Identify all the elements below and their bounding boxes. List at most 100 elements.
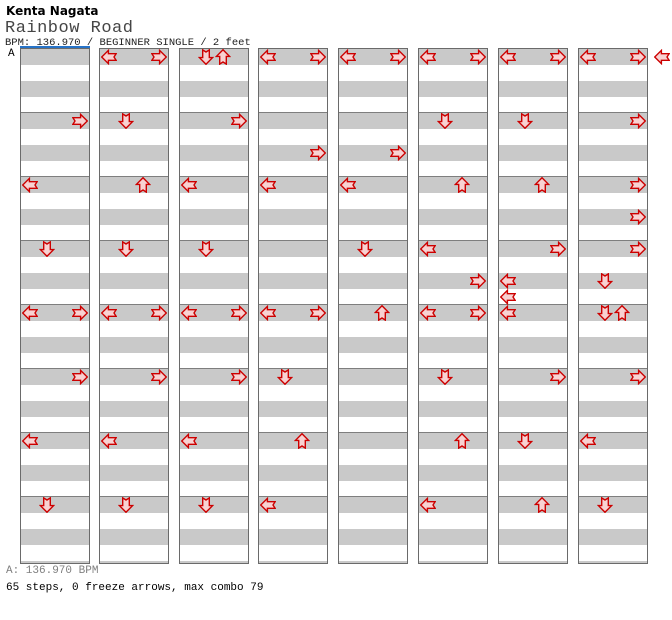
step-arrow-left-icon: [22, 305, 38, 321]
measure-divider: [339, 368, 407, 369]
step-arrow-right-icon: [231, 369, 247, 385]
step-arrow-right-icon: [470, 49, 486, 65]
measure-panel: [258, 48, 328, 564]
song-title: Rainbow Road: [5, 19, 134, 38]
measure-divider: [419, 432, 487, 433]
measure-divider: [579, 176, 647, 177]
measure-divider: [259, 304, 327, 305]
measure-divider: [499, 368, 567, 369]
measure-divider: [499, 176, 567, 177]
measure-divider: [180, 368, 248, 369]
measure-divider: [21, 368, 89, 369]
measure-divider: [419, 240, 487, 241]
measure-divider: [339, 112, 407, 113]
measure-divider: [180, 432, 248, 433]
step-arrow-right-icon: [72, 369, 88, 385]
step-arrow-right-icon: [630, 209, 646, 225]
measure-divider: [180, 496, 248, 497]
measure-divider: [259, 176, 327, 177]
measure-divider: [180, 240, 248, 241]
measure-divider: [21, 304, 89, 305]
measure-divider: [339, 432, 407, 433]
step-arrow-down-icon: [437, 113, 453, 129]
step-arrow-up-icon: [374, 305, 390, 321]
step-arrow-right-icon: [310, 305, 326, 321]
measure-divider: [259, 496, 327, 497]
measure-divider: [499, 496, 567, 497]
step-arrow-down-icon: [437, 369, 453, 385]
measure-divider: [419, 112, 487, 113]
measure-divider: [21, 176, 89, 177]
step-arrow-right-icon: [630, 369, 646, 385]
measure-divider: [339, 176, 407, 177]
step-arrow-right-icon: [151, 369, 167, 385]
measure-divider: [100, 368, 168, 369]
measure-panel: [179, 48, 249, 564]
measure-divider: [21, 432, 89, 433]
measure-divider: [419, 176, 487, 177]
step-arrow-right-icon: [630, 113, 646, 129]
step-arrow-left-icon: [580, 49, 596, 65]
step-arrow-down-icon: [597, 305, 613, 321]
measure-divider: [579, 304, 647, 305]
measure-panel: [498, 48, 568, 564]
step-arrow-left-icon: [260, 497, 276, 513]
measure-divider: [579, 240, 647, 241]
step-arrow-down-icon: [597, 273, 613, 289]
step-arrow-left-icon: [420, 305, 436, 321]
measure-panel: [20, 48, 90, 564]
step-arrow-left-icon: [654, 49, 670, 65]
step-arrow-down-icon: [198, 497, 214, 513]
measure-divider: [100, 176, 168, 177]
measure-divider: [339, 496, 407, 497]
measure-divider: [579, 112, 647, 113]
step-arrow-right-icon: [630, 49, 646, 65]
step-arrow-down-icon: [357, 241, 373, 257]
step-arrow-left-icon: [101, 305, 117, 321]
measure-divider: [100, 240, 168, 241]
measure-divider: [259, 240, 327, 241]
step-arrow-down-icon: [118, 497, 134, 513]
step-arrow-left-icon: [500, 289, 516, 305]
measure-divider: [419, 368, 487, 369]
step-arrow-up-icon: [534, 177, 550, 193]
step-arrow-down-icon: [277, 369, 293, 385]
step-arrow-right-icon: [630, 241, 646, 257]
measure-divider: [339, 240, 407, 241]
step-arrow-right-icon: [550, 241, 566, 257]
measure-divider: [21, 112, 89, 113]
step-arrow-up-icon: [534, 497, 550, 513]
step-arrow-left-icon: [500, 49, 516, 65]
step-arrow-right-icon: [231, 113, 247, 129]
step-arrow-left-icon: [101, 49, 117, 65]
step-arrow-right-icon: [231, 305, 247, 321]
step-arrow-right-icon: [151, 49, 167, 65]
measure-divider: [21, 240, 89, 241]
measure-divider: [499, 432, 567, 433]
artist-name: Kenta Nagata: [6, 4, 99, 18]
measure-divider: [499, 240, 567, 241]
measure-panel: [578, 48, 648, 564]
step-arrow-right-icon: [151, 305, 167, 321]
section-marker-line: [20, 46, 90, 48]
step-arrow-left-icon: [340, 49, 356, 65]
step-arrow-right-icon: [550, 369, 566, 385]
measure-divider: [100, 432, 168, 433]
step-arrow-right-icon: [470, 273, 486, 289]
measure-divider: [339, 304, 407, 305]
step-arrow-right-icon: [470, 305, 486, 321]
measure-divider: [21, 496, 89, 497]
measure-divider: [259, 112, 327, 113]
step-arrow-left-icon: [181, 433, 197, 449]
measure-divider: [180, 304, 248, 305]
measure-divider: [579, 432, 647, 433]
bpm-legend: A: 136.970 BPM: [6, 565, 99, 577]
step-arrow-down-icon: [39, 497, 55, 513]
step-arrow-down-icon: [39, 241, 55, 257]
measure-panel: [338, 48, 408, 564]
section-marker-label: A: [8, 48, 15, 60]
step-arrow-left-icon: [22, 433, 38, 449]
step-arrow-down-icon: [198, 241, 214, 257]
step-arrow-down-icon: [517, 433, 533, 449]
